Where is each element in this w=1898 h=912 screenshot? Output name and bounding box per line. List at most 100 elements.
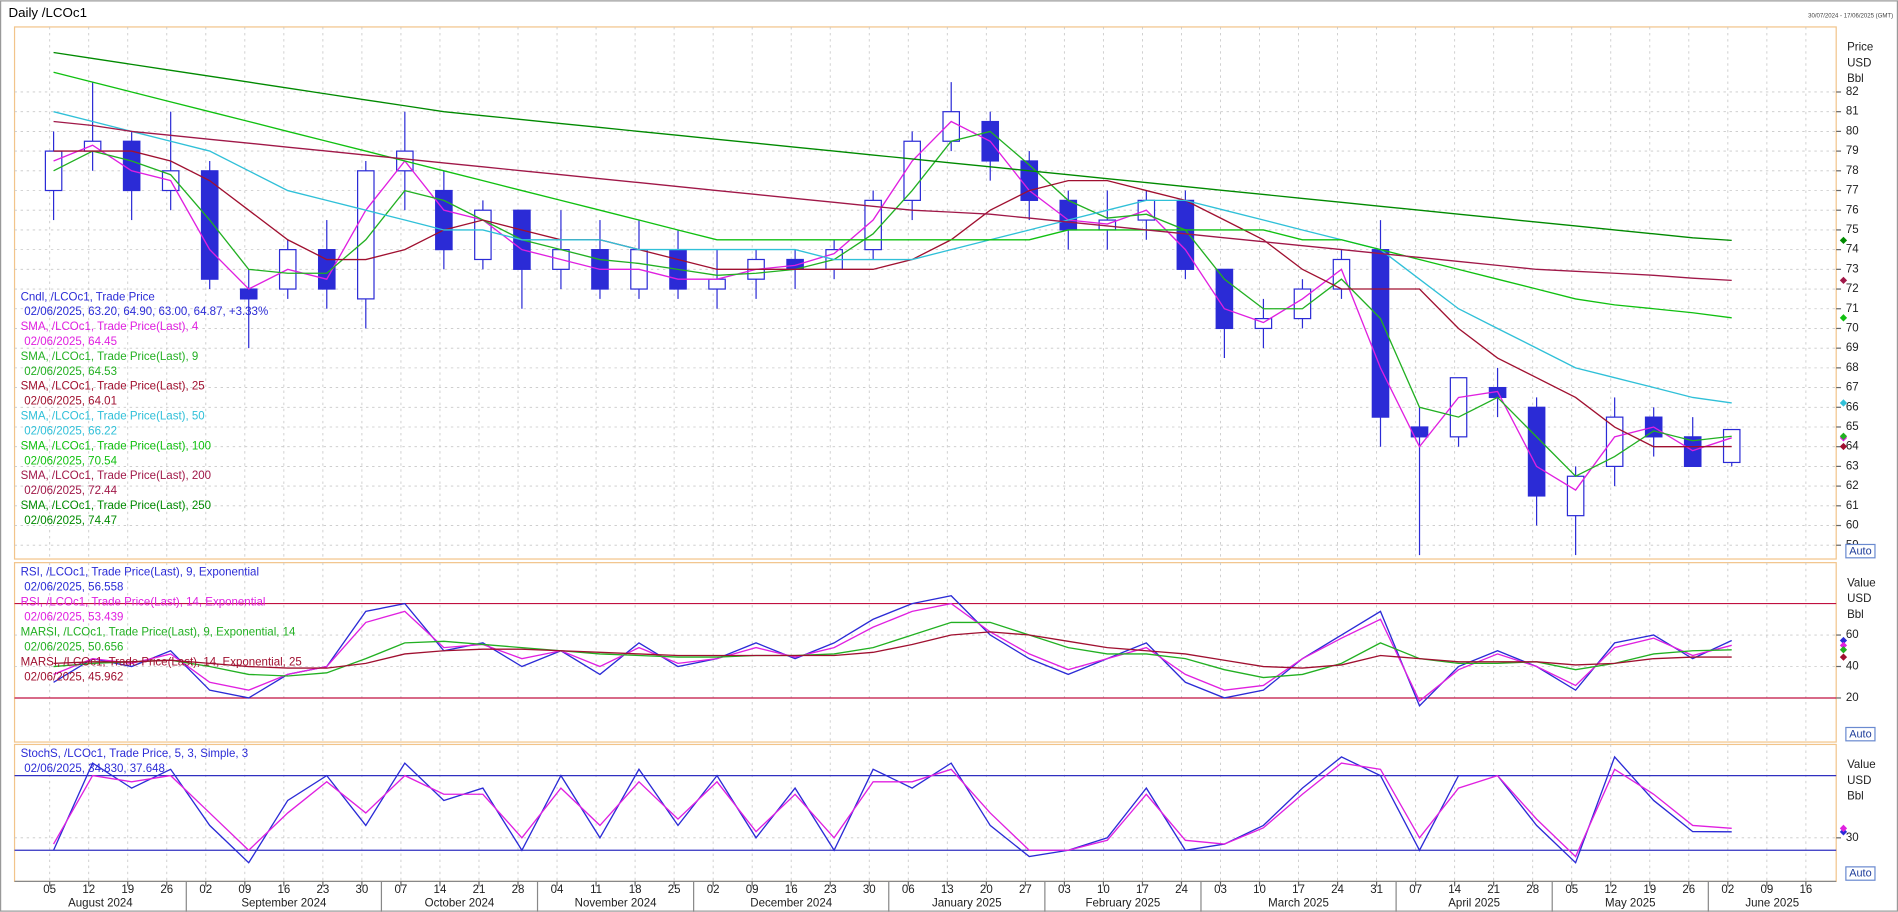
series-line [52, 762, 1732, 858]
series-line [53, 130, 1732, 478]
candle-body [1527, 406, 1546, 497]
y-axis-label: USD [1847, 57, 1871, 69]
x-tick-label: 17 [1292, 884, 1305, 896]
x-tick-label: 16 [1799, 884, 1812, 896]
series-line [53, 621, 1732, 679]
x-tick-label: 17 [1136, 884, 1149, 896]
x-tick-label: 21 [1487, 884, 1500, 896]
x-tick-label: 07 [395, 884, 408, 896]
y-axis-label: USD [1847, 775, 1871, 787]
x-tick-label: 27 [1019, 884, 1032, 896]
legend-name: SMA, /LCOc1, Trade Price(Last), 250 [21, 500, 211, 512]
candle-body [239, 288, 258, 300]
y-tick-label: 67 [1846, 382, 1859, 394]
x-tick-label: 02 [199, 884, 212, 896]
month-label: May 2025 [1605, 897, 1656, 909]
candle-body [1683, 436, 1702, 468]
panel-frame [13, 26, 1837, 560]
y-tick-label: 63 [1846, 460, 1859, 472]
legend-name: SMA, /LCOc1, Trade Price(Last), 50 [21, 411, 205, 423]
x-tick-label: 07 [1409, 884, 1422, 896]
auto-button[interactable] [1845, 866, 1876, 881]
month-label: December 2024 [750, 897, 832, 909]
series-line [53, 111, 1732, 404]
y-tick-label: 40 [1846, 661, 1859, 673]
x-tick-label: 12 [82, 884, 95, 896]
legend-name: MARSI, /LCOc1, Trade Price(Last), 9, Exp… [21, 627, 296, 639]
legend-name: SMA, /LCOc1, Trade Price(Last), 25 [21, 381, 205, 393]
legend-info: 02/06/2025, 50.656 [24, 642, 123, 654]
candle-body [1410, 426, 1429, 438]
auto-button[interactable] [1845, 726, 1876, 742]
last-value-marker [1839, 236, 1848, 245]
x-tick-label: 31 [1370, 884, 1383, 896]
y-axis-label: Bbl [1847, 791, 1864, 803]
y-tick-label: 60 [1846, 520, 1859, 532]
legend-name: RSI, /LCOc1, Trade Price(Last), 9, Expon… [21, 566, 259, 578]
series-line [52, 755, 1732, 864]
last-value-marker [1839, 314, 1848, 322]
legend-name: Cndl, /LCOc1, Trade Price [21, 291, 155, 303]
y-tick-label: 78 [1846, 165, 1859, 177]
series-line [53, 595, 1732, 707]
y-tick-label: 74 [1846, 244, 1859, 256]
y-tick-label: 76 [1846, 204, 1859, 216]
x-tick-label: 13 [941, 884, 954, 896]
month-label: March 2025 [1268, 897, 1329, 909]
candle-body [1371, 249, 1390, 418]
y-tick-label: 80 [1846, 125, 1859, 137]
month-label: June 2025 [1745, 897, 1799, 909]
x-tick-label: 19 [121, 884, 134, 896]
x-tick-label: 03 [1058, 884, 1071, 896]
y-tick-label: 81 [1846, 106, 1859, 118]
last-value-marker [1839, 646, 1848, 654]
date-range: 30/07/2024 - 17/06/2025 (GMT) [1808, 14, 1893, 20]
x-tick-label: 24 [1331, 884, 1344, 896]
y-tick-label: 72 [1846, 283, 1859, 295]
series-line [53, 71, 1732, 319]
series-line [53, 120, 1732, 282]
y-tick-label: 75 [1846, 224, 1859, 236]
y-axis-label: Price [1847, 42, 1873, 54]
legend-info: 02/06/2025, 34.830, 37.648 [24, 763, 165, 775]
series-line [53, 150, 1732, 448]
month-label: January 2025 [932, 897, 1002, 909]
y-tick-label: 64 [1846, 441, 1859, 453]
auto-button-label: Auto [1849, 545, 1871, 557]
y-axis-label: Value [1847, 759, 1876, 771]
y-axis-label: Bbl [1847, 609, 1864, 621]
x-tick-label: 06 [902, 884, 915, 896]
series-line [53, 602, 1732, 703]
x-tick-label: 09 [238, 884, 251, 896]
last-value-marker [1839, 442, 1848, 451]
month-label: November 2024 [575, 897, 657, 909]
x-tick-label: 12 [1604, 884, 1617, 896]
x-tick-label: 11 [590, 884, 602, 896]
candle-body [1449, 377, 1468, 438]
x-tick-label: 16 [785, 884, 798, 896]
y-tick-label: 30 [1846, 832, 1859, 844]
x-tick-label: 21 [473, 884, 486, 896]
x-tick-label: 14 [1448, 884, 1461, 896]
month-label: August 2024 [68, 897, 133, 909]
month-label: February 2025 [1086, 897, 1161, 909]
y-tick-label: 71 [1846, 303, 1859, 315]
x-tick-label: 23 [316, 884, 329, 896]
legend-info: 02/06/2025, 70.54 [24, 455, 117, 467]
auto-button[interactable] [1845, 543, 1876, 559]
legend-info: 02/06/2025, 64.45 [24, 336, 117, 348]
x-tick-label: 26 [160, 884, 173, 896]
x-tick-label: 23 [824, 884, 837, 896]
last-value-marker [1839, 399, 1848, 407]
y-tick-label: 73 [1846, 263, 1859, 275]
last-value-marker [1839, 636, 1848, 645]
x-tick-label: 18 [629, 884, 642, 896]
candle-body [122, 140, 141, 192]
window-title: Daily /LCOc1 [8, 5, 87, 20]
series-line [53, 631, 1732, 669]
legend-info: 02/06/2025, 66.22 [24, 425, 117, 437]
legend-name: SMA, /LCOc1, Trade Price(Last), 9 [21, 351, 199, 363]
legend-name: RSI, /LCOc1, Trade Price(Last), 14, Expo… [21, 596, 266, 608]
y-axis-label: USD [1847, 593, 1871, 605]
